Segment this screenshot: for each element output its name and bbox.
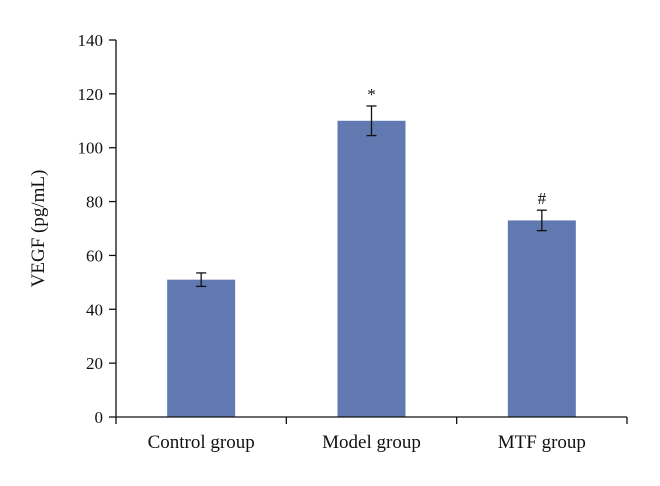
- y-axis-title: VEGF (pg/mL): [28, 170, 49, 288]
- error-bar: [536, 209, 547, 232]
- y-tick-label: 140: [78, 31, 104, 50]
- y-tick-label: 40: [86, 300, 103, 319]
- y-tick-label: 100: [78, 139, 104, 158]
- significance-marker: #: [538, 189, 547, 208]
- y-tick-label: 120: [78, 85, 104, 104]
- error-bars: [196, 105, 547, 288]
- significance-markers: *#: [367, 85, 546, 208]
- bar-model-group: [337, 120, 406, 418]
- x-category-label: Control group: [148, 432, 255, 453]
- bar-mtf-group: [507, 220, 576, 417]
- bars: [167, 120, 576, 418]
- y-tick-label: 0: [95, 408, 104, 427]
- bar-control-group: [167, 279, 236, 417]
- error-bar: [366, 105, 377, 137]
- y-tick-label: 60: [86, 246, 103, 265]
- y-axis-ticks: 0 20 40 60 80 100 120 140: [78, 31, 116, 427]
- y-tick-label: 80: [86, 193, 103, 212]
- error-bar: [196, 272, 207, 288]
- x-category-label: MTF group: [498, 432, 586, 453]
- significance-marker: *: [367, 85, 376, 104]
- x-axis-ticks: Control group Model group MTF group: [115, 417, 628, 453]
- x-category-label: Model group: [322, 432, 421, 453]
- y-tick-label: 20: [86, 354, 103, 373]
